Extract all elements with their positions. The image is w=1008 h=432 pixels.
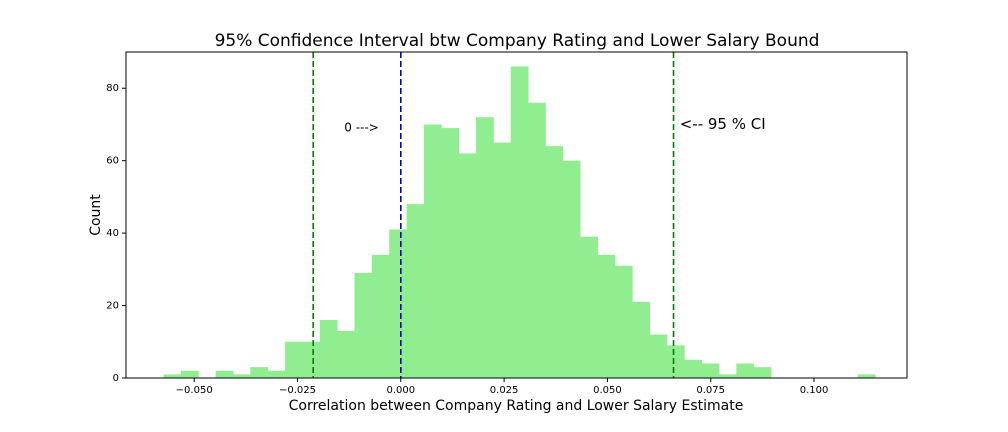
x-tick-label: 0.025 [490,385,519,396]
x-tick-label: −0.025 [279,385,316,396]
reference-lines [312,52,675,378]
histogram-bar [163,374,182,378]
histogram-bar [614,265,633,378]
histogram-bars [163,66,876,378]
histogram-bar [180,370,199,378]
y-tick-label: 40 [106,228,119,239]
histogram-bar [562,160,581,378]
histogram-bar [371,254,390,378]
x-tick-label: −0.050 [176,385,213,396]
histogram-bar [545,146,564,378]
histogram-bar [736,363,755,378]
histogram-bar [684,359,703,378]
histogram-bar [476,117,494,378]
histogram-bar [493,142,512,378]
histogram-bar [753,367,772,378]
ci-annotation: <-- 95 % CI [680,115,766,133]
histogram-bar [580,236,598,378]
plot-frame [125,51,908,379]
y-axis-ticks: 0 20 40 60 80 [106,83,126,384]
histogram-bar [285,341,303,378]
histogram-bar [718,374,737,378]
histogram-bar [302,341,321,378]
histogram-bar [632,301,650,378]
histogram-bar [250,367,269,378]
histogram-bar [389,229,407,378]
histogram-bar [857,374,876,378]
histogram-bar [406,204,425,378]
histogram-bar [597,254,616,378]
histogram-bar [267,370,286,378]
histogram-bar [528,102,546,378]
x-tick-label: 0.075 [696,385,725,396]
y-axis-label: Count [88,194,104,236]
histogram-bar [649,334,668,378]
y-tick-label: 0 [113,373,119,384]
y-tick-label: 80 [106,83,119,94]
x-axis-label: Correlation between Company Rating and L… [289,398,744,414]
histogram-bar [319,320,338,378]
histogram-bar [354,272,373,378]
histogram-bar [337,330,355,378]
histogram-bar [510,66,529,378]
x-axis-ticks: −0.050 −0.025 0.000 0.025 0.050 0.075 0.100 [176,378,829,396]
y-tick-label: 20 [106,301,119,312]
chart-title: 95% Confidence Interval btw Company Rati… [215,31,820,51]
histogram-bar [215,370,234,378]
histogram-bar [423,124,442,378]
histogram-bar [441,128,460,378]
histogram-bar [666,345,685,378]
annotations: 0 ---> <-- 95 % CI [344,115,765,135]
x-tick-label: 0.000 [386,385,415,396]
histogram-bar [701,363,720,378]
x-tick-label: 0.050 [593,385,622,396]
x-tick-label: 0.100 [800,385,829,396]
zero-annotation: 0 ---> [344,121,379,135]
histogram-bar [233,374,251,378]
histogram-bar [458,153,477,378]
y-tick-label: 60 [106,156,119,167]
